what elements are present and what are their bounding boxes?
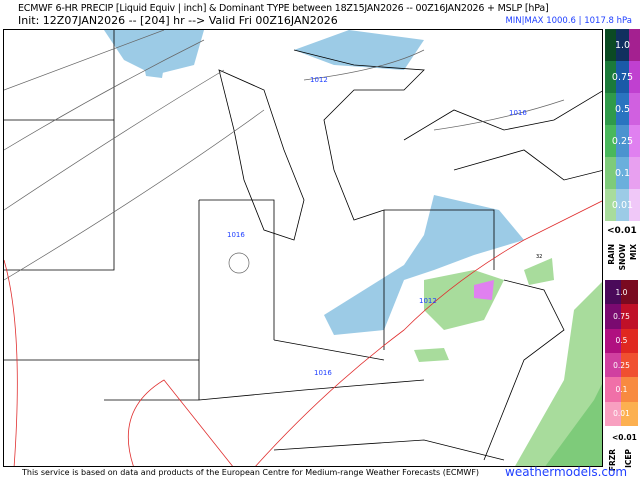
isobar-label: 1012 bbox=[419, 297, 437, 305]
legend-swatch bbox=[605, 328, 621, 353]
legend-type-snow: SNOW bbox=[618, 244, 627, 271]
freezing-label: 32 bbox=[536, 254, 542, 260]
map-title: ECMWF 6-HR PRECIP [Liquid Equiv | inch] … bbox=[18, 3, 549, 14]
isobar-label: 1016 bbox=[227, 231, 245, 239]
legend-top-values: 1.0 0.75 0.5 0.25 0.1 0.01 bbox=[605, 29, 640, 221]
legend-value: 0.5 bbox=[614, 103, 631, 115]
legend-top-below: <0.01 bbox=[607, 226, 637, 236]
weather-map: 1012 1016 1016 1012 1016 32 bbox=[3, 29, 603, 467]
legend-bottom-frzr bbox=[605, 280, 621, 426]
legend-swatch bbox=[629, 93, 640, 125]
legend-type-rain: RAIN bbox=[607, 244, 616, 265]
legend-swatch bbox=[605, 93, 616, 125]
legend-swatch bbox=[621, 377, 638, 402]
isobar-label: 1016 bbox=[314, 369, 332, 377]
legend-value: 0.25 bbox=[611, 135, 634, 147]
state-borders bbox=[4, 30, 602, 461]
legend-value: 0.75 bbox=[613, 311, 630, 321]
legend-swatch bbox=[605, 189, 616, 221]
legend-swatch bbox=[605, 125, 616, 157]
legend-top-snow bbox=[616, 29, 629, 221]
legend-value: 1.0 bbox=[615, 287, 628, 297]
legend-swatch bbox=[605, 280, 621, 305]
legend-swatch bbox=[629, 125, 640, 157]
legend-swatch bbox=[621, 352, 638, 378]
legend-top-rain bbox=[605, 29, 616, 221]
legend-swatch bbox=[605, 401, 621, 426]
legend-swatch bbox=[616, 29, 629, 61]
legend-swatch bbox=[629, 29, 640, 61]
legend-swatch bbox=[605, 157, 616, 189]
legend-value: 0.25 bbox=[613, 360, 630, 370]
legend-swatch bbox=[616, 157, 629, 189]
legend-value: 1.0 bbox=[614, 39, 631, 51]
legend-value: 0.1 bbox=[615, 384, 628, 394]
site-link[interactable]: weathermodels.com bbox=[505, 465, 628, 479]
legend-type-mix: MIX bbox=[629, 244, 638, 261]
legend-swatch bbox=[605, 29, 616, 61]
legend-swatch bbox=[616, 125, 629, 157]
freezing-line bbox=[4, 200, 602, 466]
isobars bbox=[4, 30, 565, 281]
legend-value: 0.1 bbox=[614, 167, 631, 179]
legend-swatch bbox=[616, 93, 629, 125]
snow-precip-areas bbox=[104, 30, 524, 335]
legend-swatch bbox=[629, 157, 640, 189]
legend-swatch bbox=[621, 328, 638, 353]
legend-bottom-values: 1.0 0.75 0.5 0.25 0.1 0.01 bbox=[605, 280, 638, 426]
legend-swatch bbox=[621, 280, 638, 305]
legend-bottom-below: <0.01 bbox=[612, 433, 637, 442]
legend-value: 0.5 bbox=[615, 336, 628, 346]
legend-value: 0.75 bbox=[611, 71, 634, 83]
legend-swatch bbox=[629, 189, 640, 221]
legend-swatch bbox=[605, 61, 616, 93]
legend-value: 0.01 bbox=[613, 409, 630, 419]
legend-swatch bbox=[616, 61, 629, 93]
min-max-pressure: MIN|MAX 1000.6 | 1017.8 hPa bbox=[505, 16, 632, 26]
legend-swatch bbox=[605, 377, 621, 402]
legend-swatch bbox=[629, 61, 640, 93]
init-valid-line: Init: 12Z07JAN2026 -- [204] hr --> Valid… bbox=[18, 14, 338, 27]
legend-swatch bbox=[621, 304, 638, 329]
ecmwf-credit: This service is based on data and produc… bbox=[22, 468, 480, 477]
legend-top-mix bbox=[629, 29, 640, 221]
legend-swatch bbox=[621, 401, 638, 426]
isobar-label: 1012 bbox=[310, 76, 328, 84]
legend-swatch bbox=[605, 304, 621, 329]
legend-swatch bbox=[605, 352, 621, 378]
legend-bottom-icep bbox=[621, 280, 638, 426]
legend-swatch bbox=[616, 189, 629, 221]
legend-value: 0.01 bbox=[611, 199, 634, 211]
isobar-label: 1016 bbox=[509, 109, 527, 117]
